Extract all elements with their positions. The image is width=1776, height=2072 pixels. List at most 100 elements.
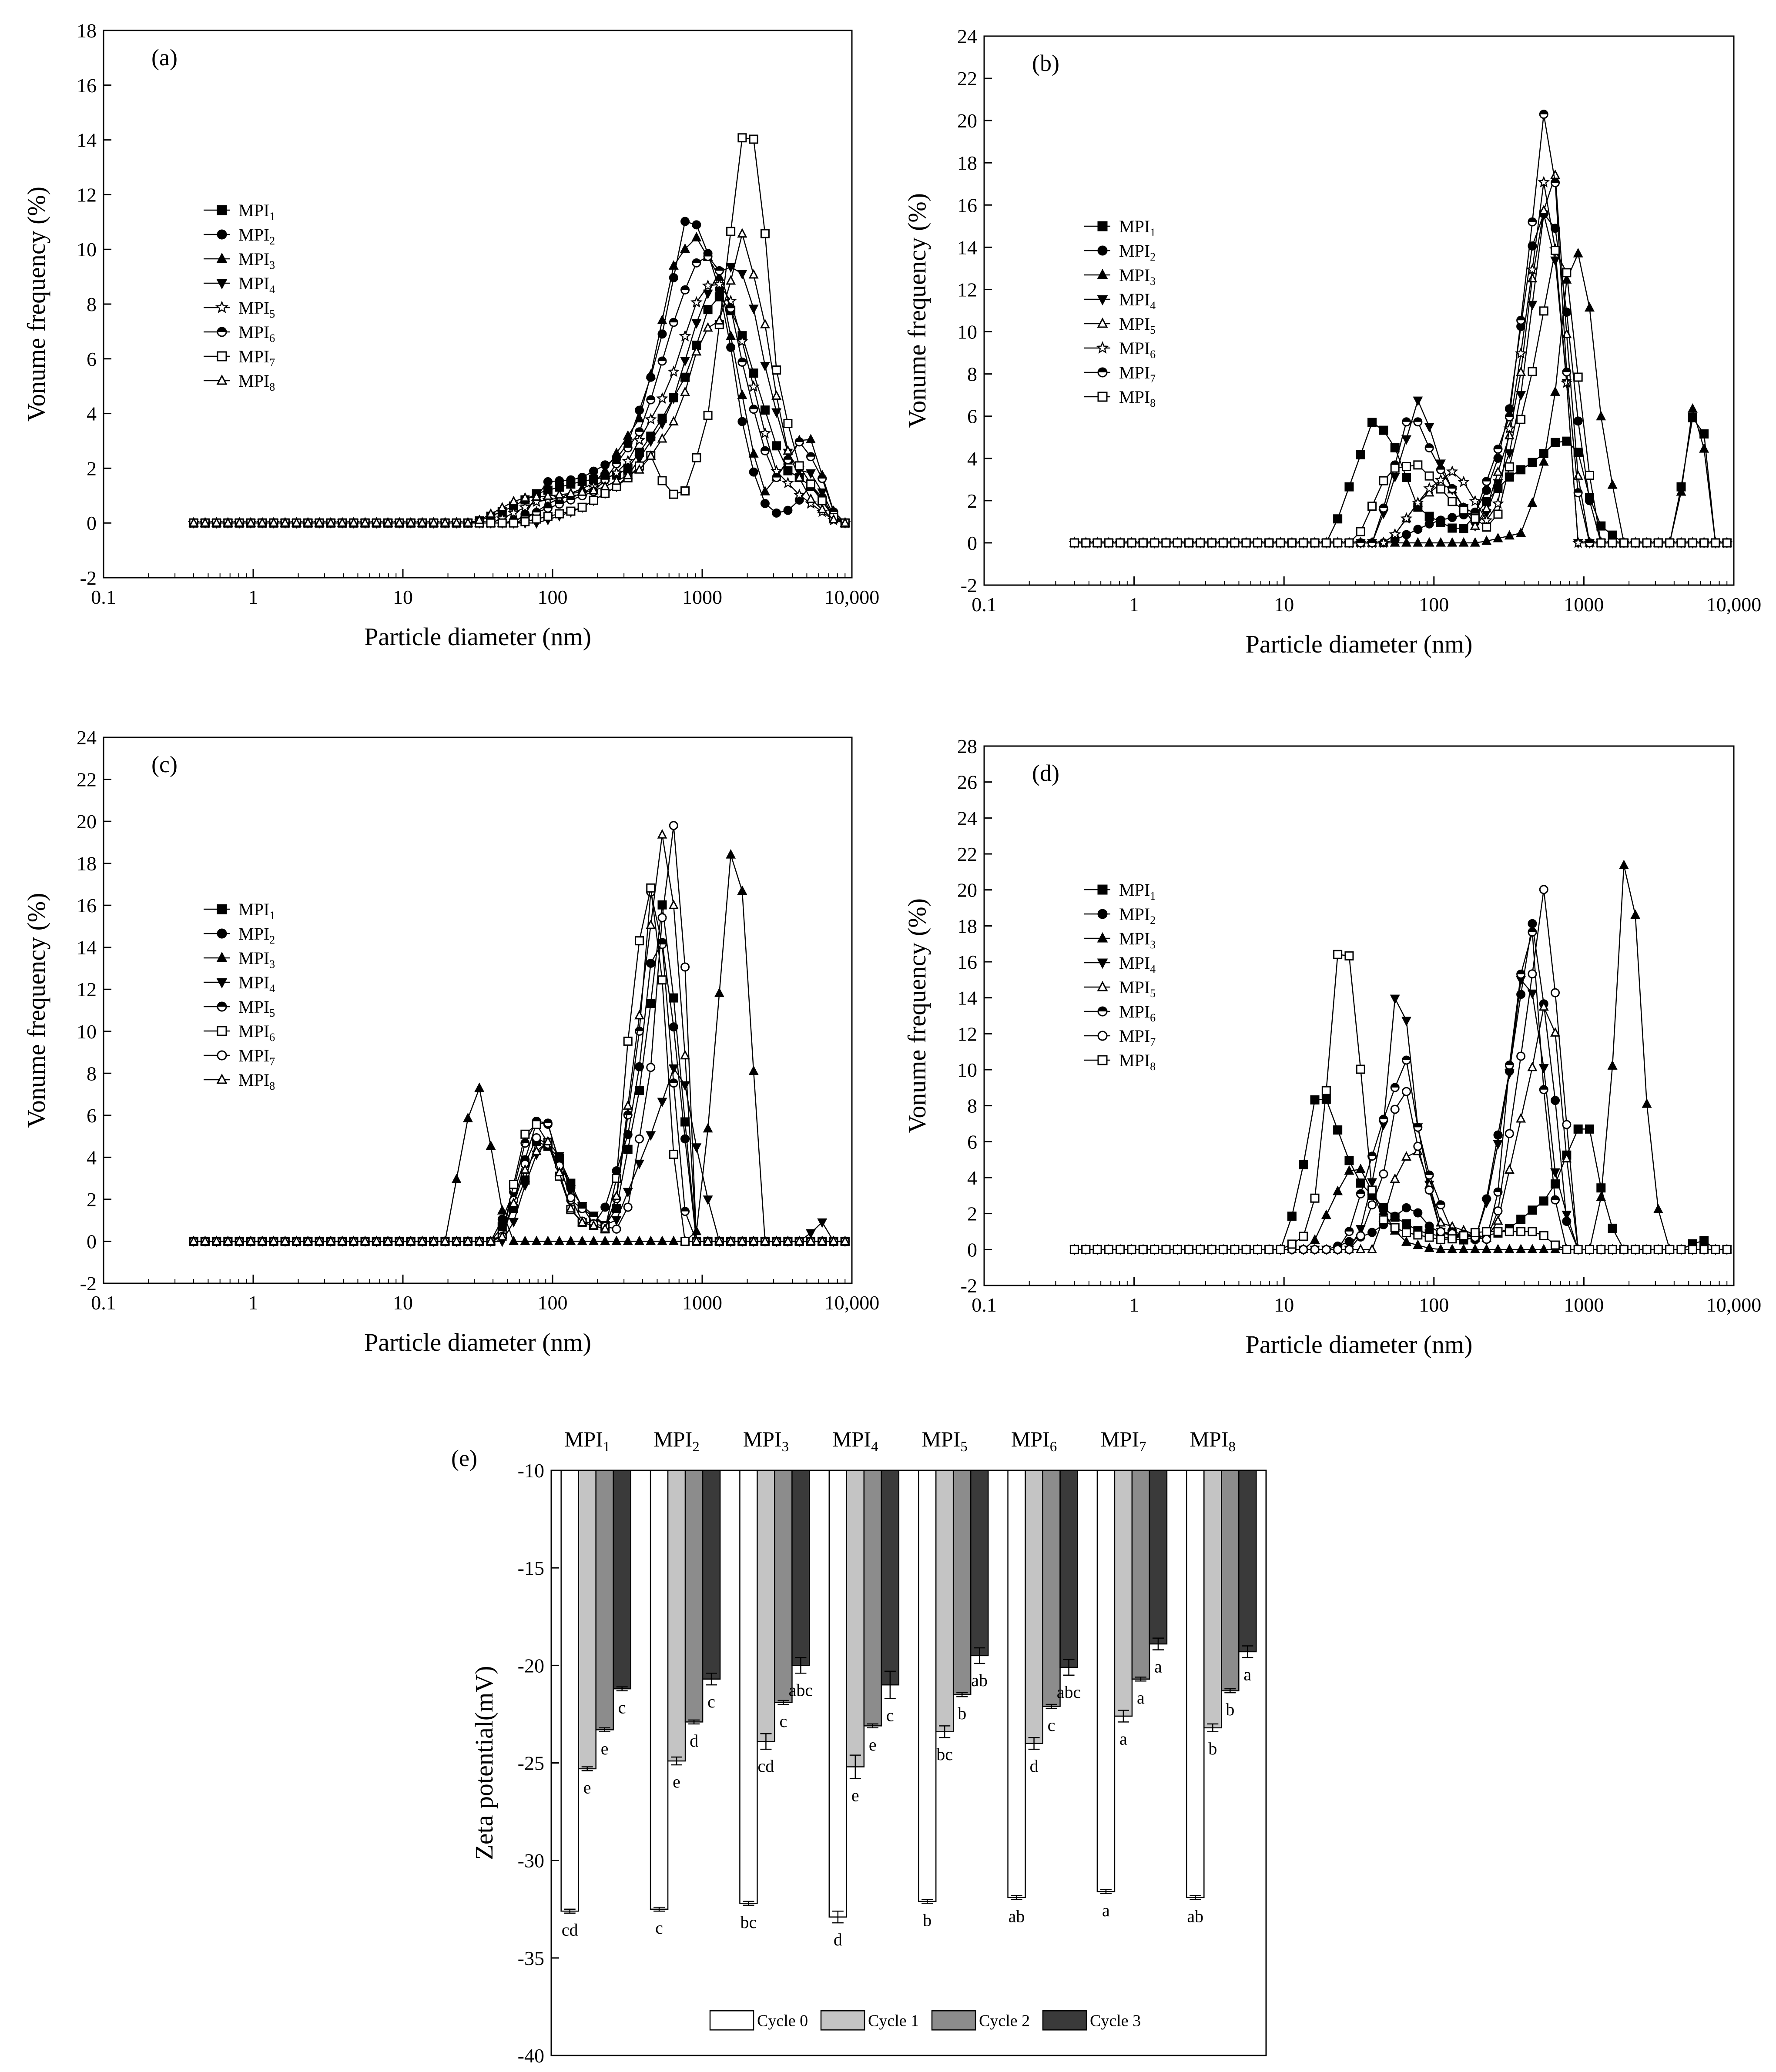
data-point-mpi8 [680,1050,690,1060]
series-mpi7 [189,821,850,1246]
data-point-mpi7 [1310,1245,1320,1254]
data-point-mpi6-fill [818,474,826,479]
data-point-mpi2 [680,217,690,226]
data-point-mpi4 [1401,435,1411,445]
x-axis-label: Particle diameter (nm) [1246,1330,1473,1359]
data-point-mpi8 [429,1235,439,1245]
data-point-mpi6-fill [1437,1201,1445,1205]
data-point-mpi8 [394,1235,405,1245]
data-point-mpi6-fill [1345,1227,1353,1232]
data-point-mpi6-fill [829,508,838,512]
data-point-mpi1 [1448,523,1457,533]
data-point-mpi2 [589,466,598,476]
data-point-mpi6 [1446,465,1458,477]
data-point-mpi8 [211,1235,222,1245]
x-tick-label: 10 [1274,593,1294,616]
data-point-mpi5 [1527,1061,1538,1071]
y-tick-label: 0 [87,512,97,534]
data-point-mpi8 [1069,538,1079,548]
data-point-mpi8 [348,517,359,527]
data-point-mpi4 [1390,473,1400,482]
data-point-mpi8 [1459,505,1468,515]
data-point-mpi1 [1459,524,1468,533]
data-point-mpi8 [543,490,553,500]
data-point-mpi8 [1665,1245,1675,1254]
data-point-mpi1 [1299,1160,1308,1169]
series-line-mpi6 [1074,182,1727,544]
series-line-mpi8 [194,834,845,1242]
legend-label-mpi4: MPI4 [1119,290,1156,312]
data-point-mpi5 [690,296,703,308]
y-tick-label: -25 [518,1752,544,1774]
data-point-mpi3 [1562,274,1572,284]
data-point-mpi5 [1516,1113,1526,1123]
data-point-mpi3 [600,1235,610,1245]
data-point-mpi5-fill [590,1213,598,1217]
panel-a: -2 0 2 4 6 8 10 12 14 16 18 0.1 1 10 100 1000 10,000 Part… [22,20,879,651]
data-point-mpi1 [1562,436,1572,446]
data-point-mpi1 [1699,429,1709,439]
data-point-mpi8 [600,481,610,491]
y-tick-label: 20 [77,810,97,833]
significance-letter: abc [789,1680,813,1700]
data-point-mpi8 [360,517,370,527]
data-point-mpi4 [817,1218,828,1228]
plot-frame [983,35,1735,586]
data-point-mpi5 [1390,1173,1400,1183]
panel-label: (e) [451,1445,477,1471]
data-point-mpi8 [805,1235,816,1245]
data-point-mpi1 [1551,438,1560,447]
significance-letter: ab [971,1670,988,1690]
x-axis-label: Particle diameter (nm) [364,1328,591,1356]
bar-cycle-1 [1203,1469,1222,1729]
legend-marker-mpi6 [217,1026,227,1036]
legend-label-mpi1: MPI1 [238,900,275,922]
data-point-mpi3 [1435,537,1446,547]
data-point-mpi8 [1722,538,1732,548]
legend-label-mpi1: MPI1 [238,201,275,223]
data-point-mpi6-fill [715,267,724,271]
data-point-mpi6 [646,883,656,893]
data-point-mpi4 [805,1229,816,1239]
data-point-mpi4 [634,1159,644,1169]
data-point-mpi8 [394,517,405,527]
data-point-mpi8 [1207,538,1216,548]
data-point-mpi4 [737,270,747,280]
data-point-mpi8 [1711,538,1720,548]
y-tick-label: 16 [957,194,977,216]
data-point-mpi2 [680,1134,690,1144]
series-line-mpi6 [194,887,845,1242]
y-tick-label: 12 [957,1023,977,1045]
data-point-mpi8 [1092,538,1102,548]
data-point-mpi8 [463,517,473,527]
data-point-mpi8 [1356,1064,1365,1074]
significance-letter: cd [758,1756,774,1776]
data-point-mpi6 [1561,376,1573,388]
y-tick-label: 18 [957,152,977,174]
series-line-mpi7 [194,137,845,524]
significance-letter: e [583,1777,591,1797]
data-point-mpi8 [1173,538,1182,548]
data-point-mpi1 [1585,1124,1594,1134]
data-point-mpi7 [680,486,690,496]
data-point-mpi3 [1424,537,1434,547]
legend-marker-mpi7 [217,351,227,362]
data-point-mpi3 [1424,1242,1434,1252]
legend-label: Cycle 2 [979,2012,1030,2030]
data-point-mpi6-fill [635,428,643,432]
data-point-mpi4 [1435,459,1446,469]
data-point-mpi7 [1333,1245,1343,1254]
data-point-mpi8 [1367,1185,1377,1195]
data-point-mpi8 [657,433,667,443]
bar-cycle-0 [1007,1469,1026,1898]
data-point-mpi1 [1539,1196,1548,1206]
bar-cycle-3 [1149,1469,1168,1645]
legend-marker-mpi5 [215,301,229,313]
data-point-mpi8 [760,318,770,328]
data-point-mpi4 [1367,1178,1377,1188]
data-point-mpi2 [1402,1203,1411,1212]
panel-label: (d) [1032,760,1059,786]
data-point-mpi8 [1470,514,1480,523]
data-point-mpi6 [657,975,667,985]
